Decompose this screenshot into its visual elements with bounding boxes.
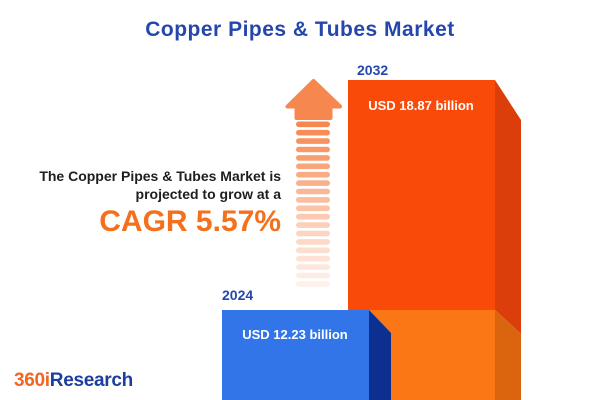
arrow-dash bbox=[296, 197, 330, 203]
bar-2024-side bbox=[369, 310, 391, 400]
bar-2024-value-label: USD 12.23 billion bbox=[242, 327, 348, 342]
bar-2032-value-label: USD 18.87 billion bbox=[368, 98, 474, 113]
annotation-line1: The Copper Pipes & Tubes Market is bbox=[39, 168, 281, 184]
arrow-dash bbox=[296, 171, 330, 178]
page-title: Copper Pipes & Tubes Market bbox=[145, 18, 455, 41]
arrow-dash bbox=[296, 213, 330, 220]
arrow-dash bbox=[296, 239, 330, 245]
arrow-dash bbox=[296, 230, 330, 237]
arrow-dashes bbox=[296, 121, 330, 287]
bar-2024-face bbox=[222, 310, 369, 400]
brand-logo: 360iResearch bbox=[14, 370, 133, 391]
cagr-value: CAGR 5.57% bbox=[99, 205, 281, 238]
annotation-line2: projected to grow at a bbox=[136, 186, 282, 202]
bar-2032-year-label: 2032 bbox=[357, 62, 388, 78]
arrow-dash bbox=[296, 264, 330, 270]
bar-2032-side-overlap bbox=[495, 310, 521, 400]
arrow-dash bbox=[296, 129, 330, 136]
annotation-block: The Copper Pipes & Tubes Market is proje… bbox=[39, 168, 281, 238]
arrow-dash bbox=[296, 188, 330, 195]
arrow-dash bbox=[296, 146, 330, 153]
arrow-dash bbox=[296, 272, 330, 279]
bar-2024-year-label: 2024 bbox=[222, 287, 253, 303]
growth-arrow bbox=[285, 79, 342, 287]
bar-2032-side-upper bbox=[495, 80, 521, 334]
brand-logo-research: Research bbox=[50, 370, 133, 391]
bar-2024: 2024 USD 12.23 billion bbox=[222, 287, 391, 400]
arrow-dash bbox=[296, 180, 330, 186]
brand-logo-360i: 360i bbox=[14, 370, 50, 391]
arrow-dash bbox=[296, 222, 330, 228]
arrow-dash bbox=[296, 247, 330, 254]
arrow-head-outline bbox=[285, 79, 342, 120]
arrow-dash bbox=[296, 255, 330, 262]
arrow-up-icon bbox=[287, 81, 340, 118]
arrow-dash bbox=[296, 155, 330, 161]
arrow-dash bbox=[296, 121, 330, 128]
arrow-dash bbox=[296, 163, 330, 170]
arrow-dash bbox=[296, 205, 330, 212]
arrow-dash bbox=[296, 138, 330, 144]
bar-2032-face-upper bbox=[348, 80, 495, 310]
arrow-dash bbox=[296, 281, 330, 287]
